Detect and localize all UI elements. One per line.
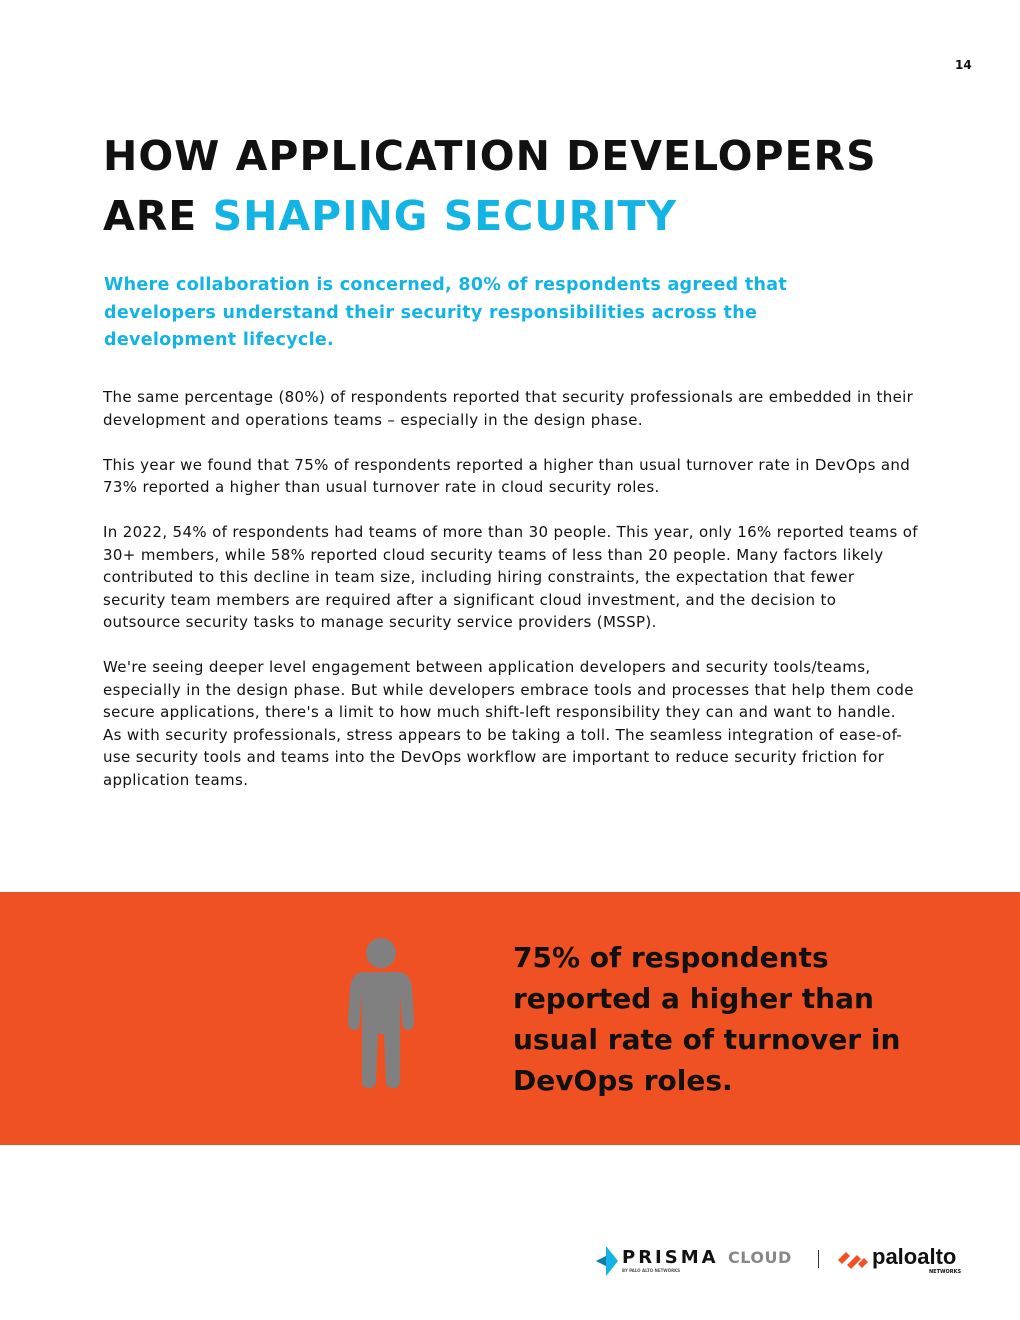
person-icon [348,938,414,1088]
title-line-2: ARE SHAPING SECURITY [103,196,877,237]
footer-logos: PRISMA CLOUD BY PALO ALTO NETWORKS paloa… [594,1244,974,1278]
prisma-subtitle: BY PALO ALTO NETWORKS [622,1268,681,1273]
paloalto-logo-icon [838,1252,868,1269]
paragraph: In 2022, 54% of respondents had teams of… [103,523,918,631]
prisma-logo-icon [596,1246,618,1276]
page-number: 14 [955,58,972,72]
paragraph: The same percentage (80%) of respondents… [103,388,914,429]
callout-line: usual rate of turnover in [513,1023,901,1056]
logo-divider [818,1250,819,1268]
callout-text: 75% of respondents reported a higher tha… [513,937,900,1101]
cloud-wordmark: CLOUD [728,1248,792,1267]
paloalto-wordmark: paloalto [872,1244,957,1269]
body-text: The same percentage (80%) of respondents… [103,386,918,814]
callout-line: 75% of respondents [513,941,829,974]
callout-band [0,892,1020,1145]
networks-wordmark: NETWORKS [929,1269,962,1275]
callout-line: DevOps roles. [513,1064,733,1097]
title-line-1: HOW APPLICATION DEVELOPERS [103,132,877,180]
callout-line: reported a higher than [513,982,874,1015]
paragraph: We're seeing deeper level engagement bet… [103,658,914,789]
prisma-wordmark: PRISMA [622,1247,719,1268]
page-title: HOW APPLICATION DEVELOPERS ARE SHAPING S… [103,132,877,237]
title-accent: SHAPING SECURITY [212,192,678,240]
title-prefix: ARE [103,192,213,240]
lead-paragraph: Where collaboration is concerned, 80% of… [104,275,788,350]
paragraph: This year we found that 75% of responden… [103,455,911,497]
